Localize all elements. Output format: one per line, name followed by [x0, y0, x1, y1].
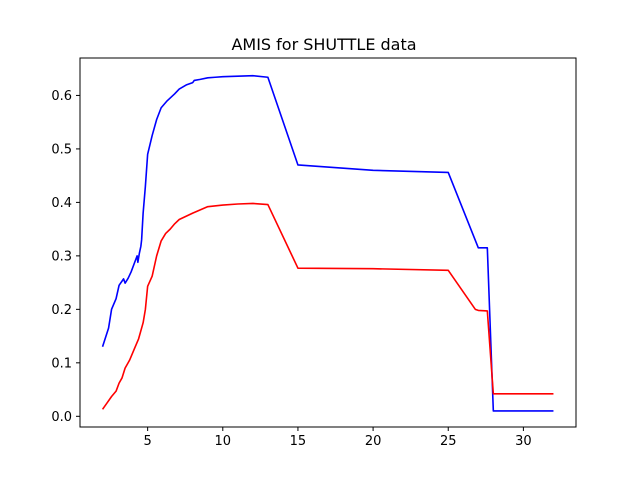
y-tick-label: 0.4 [51, 196, 72, 211]
y-tick-label: 0.6 [51, 89, 72, 104]
y-tick-label: 0.0 [51, 410, 72, 425]
y-tick-label: 0.3 [51, 249, 72, 264]
series-layer [101, 74, 554, 412]
x-tick-label: 5 [143, 434, 151, 449]
axes-layer: 5 10 15 20 25 30 0.0 0.1 0.2 0.3 0.4 0.5 0.6 [51, 89, 531, 449]
x-tick-label: 15 [290, 434, 307, 449]
y-tick-label: 0.5 [51, 142, 72, 157]
x-tick-label: 20 [365, 434, 382, 449]
x-tick-label: 10 [215, 434, 232, 449]
y-tick-label: 0.1 [51, 356, 72, 371]
chart-title: AMIS for SHUTTLE data [231, 35, 416, 54]
x-tick-label: 30 [515, 434, 532, 449]
y-tick-label: 0.2 [51, 303, 72, 318]
series-line-1 [101, 74, 554, 412]
plot-frame [79, 57, 577, 428]
series-line-2 [101, 202, 554, 410]
x-tick-label: 25 [440, 434, 457, 449]
